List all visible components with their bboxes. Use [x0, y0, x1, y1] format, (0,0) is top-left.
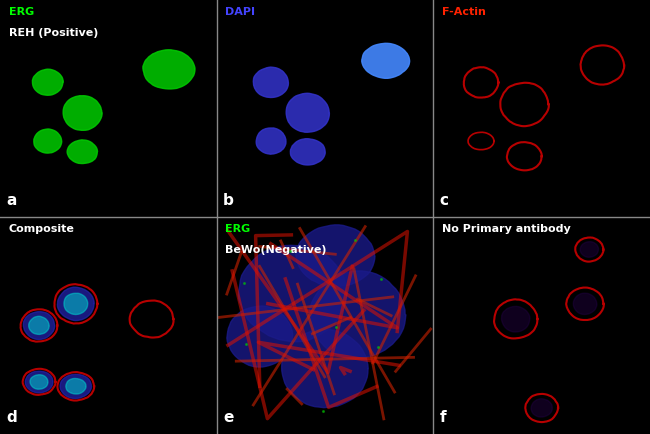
Polygon shape	[67, 140, 98, 164]
Polygon shape	[64, 293, 88, 315]
Polygon shape	[580, 242, 599, 257]
Text: c: c	[440, 193, 449, 208]
Polygon shape	[30, 375, 48, 389]
Text: a: a	[6, 193, 17, 208]
Text: F-Actin: F-Actin	[442, 7, 486, 16]
Polygon shape	[227, 306, 292, 367]
Text: ERG: ERG	[226, 224, 251, 233]
Point	[376, 275, 387, 282]
Polygon shape	[57, 287, 94, 321]
Point	[331, 323, 341, 330]
Polygon shape	[60, 375, 92, 398]
Polygon shape	[531, 399, 552, 417]
Text: d: d	[6, 410, 18, 425]
Polygon shape	[143, 50, 195, 89]
Text: Composite: Composite	[8, 224, 75, 233]
Point	[318, 408, 328, 414]
Polygon shape	[239, 245, 346, 342]
Polygon shape	[34, 129, 62, 153]
Text: e: e	[223, 410, 233, 425]
Polygon shape	[309, 271, 406, 358]
Text: BeWo(Negative): BeWo(Negative)	[226, 245, 327, 255]
Polygon shape	[286, 93, 330, 132]
Polygon shape	[29, 316, 49, 334]
Polygon shape	[502, 306, 530, 332]
Polygon shape	[63, 96, 102, 130]
Polygon shape	[256, 128, 286, 154]
Point	[285, 247, 295, 254]
Polygon shape	[66, 378, 86, 394]
Polygon shape	[32, 69, 63, 95]
Point	[241, 340, 252, 347]
Text: f: f	[440, 410, 447, 425]
Polygon shape	[291, 139, 325, 165]
Polygon shape	[296, 225, 375, 286]
Polygon shape	[281, 329, 368, 408]
Text: No Primary antibody: No Primary antibody	[442, 224, 571, 233]
Polygon shape	[23, 312, 55, 339]
Polygon shape	[254, 67, 289, 98]
Polygon shape	[362, 43, 410, 78]
Point	[239, 279, 249, 286]
Text: b: b	[223, 193, 234, 208]
Polygon shape	[25, 371, 53, 393]
Text: DAPI: DAPI	[226, 7, 255, 16]
Text: ERG: ERG	[8, 7, 34, 16]
Point	[373, 343, 384, 350]
Polygon shape	[573, 293, 597, 315]
Point	[350, 237, 360, 244]
Text: REH (Positive): REH (Positive)	[8, 28, 98, 38]
